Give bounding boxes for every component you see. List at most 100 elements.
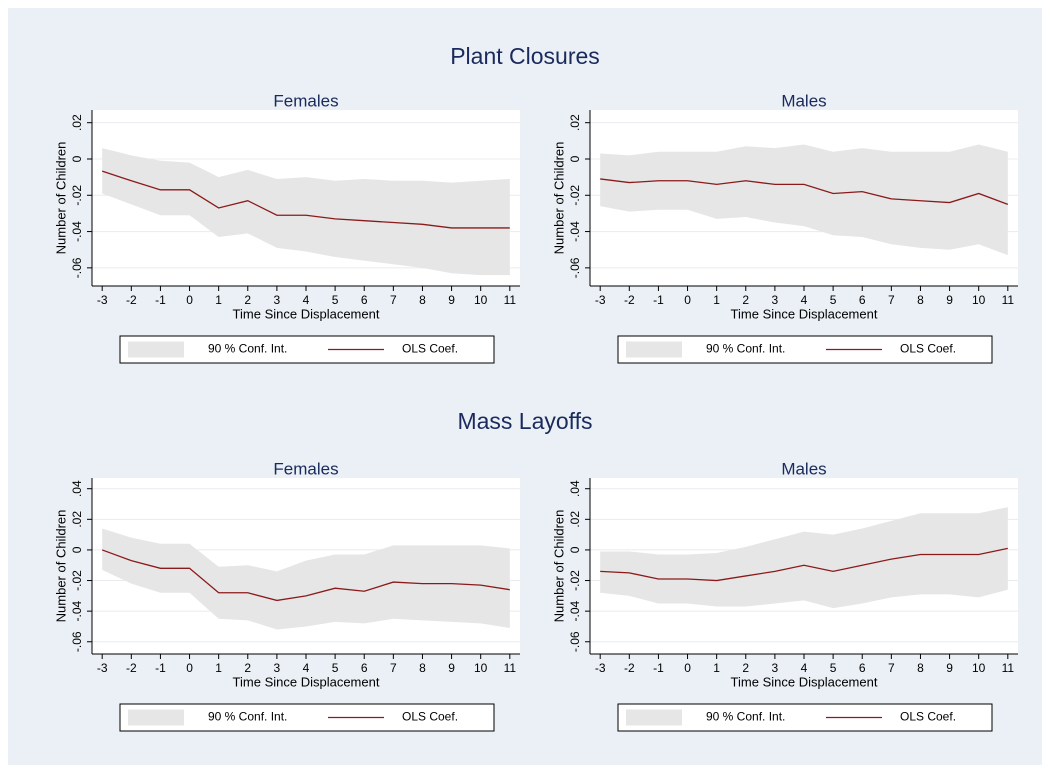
x-tick-label: 8 [917, 293, 924, 307]
legend-swatch [626, 709, 682, 726]
panel-title: Females [273, 91, 338, 110]
legend-label: 90 % Conf. Int. [706, 342, 785, 356]
x-tick-label: -3 [595, 661, 606, 675]
y-tick-label: .04 [70, 480, 84, 497]
y-tick-label: .02 [568, 511, 582, 528]
x-tick-label: 7 [888, 293, 895, 307]
legend-label: 90 % Conf. Int. [208, 342, 287, 356]
x-tick-label: 9 [946, 293, 953, 307]
y-tick-label: -.02 [568, 185, 582, 206]
panel-title: Males [781, 91, 826, 110]
x-tick-label: 3 [772, 293, 779, 307]
y-axis-label: Number of Children [551, 510, 566, 623]
x-tick-label: 4 [801, 293, 808, 307]
coef-line [600, 178, 1009, 205]
coef-line [600, 547, 1008, 582]
y-tick-label: -.04 [568, 221, 582, 242]
x-tick-label: -2 [126, 661, 137, 675]
section-title: Plant Closures [450, 43, 600, 69]
x-tick-label: -2 [624, 293, 635, 307]
confidence-band [600, 507, 1008, 609]
x-tick-label: 6 [859, 293, 866, 307]
x-axis-label: Time Since Displacement [731, 306, 878, 321]
y-tick-label: -.06 [70, 257, 84, 278]
legend-swatch [128, 341, 184, 358]
x-tick-label: 1 [713, 661, 720, 675]
y-tick-label: -.02 [70, 570, 84, 591]
x-axis-label: Time Since Displacement [731, 674, 878, 689]
legend-label: OLS Coef. [402, 710, 458, 724]
y-axis-label: Number of Children [53, 510, 68, 623]
y-tick-label: .02 [70, 114, 84, 131]
x-tick-label: 10 [474, 293, 488, 307]
x-tick-label: 5 [830, 661, 837, 675]
x-tick-label: -3 [97, 293, 108, 307]
x-tick-label: 2 [244, 661, 251, 675]
coef-line [101, 549, 510, 602]
x-tick-label: 4 [303, 661, 310, 675]
x-tick-label: -1 [155, 661, 166, 675]
x-tick-label: -3 [97, 661, 108, 675]
x-tick-label: 7 [888, 661, 895, 675]
x-tick-label: -2 [126, 293, 137, 307]
x-tick-label: -2 [624, 661, 635, 675]
y-tick-label: .02 [70, 511, 84, 528]
panel-title: Females [273, 459, 338, 478]
y-tick-label: -.04 [70, 221, 84, 242]
section-title: Mass Layoffs [457, 408, 592, 434]
panel-title: Males [781, 459, 826, 478]
coef-line [101, 170, 510, 229]
x-tick-label: 5 [332, 293, 339, 307]
x-tick-label: 10 [474, 661, 488, 675]
x-tick-label: 3 [772, 661, 779, 675]
x-axis-label: Time Since Displacement [233, 306, 380, 321]
x-axis-label: Time Since Displacement [233, 674, 380, 689]
confidence-band [102, 528, 510, 630]
x-tick-label: 0 [684, 293, 691, 307]
x-tick-label: 3 [274, 661, 281, 675]
x-tick-label: 9 [448, 661, 455, 675]
legend-swatch [626, 341, 682, 358]
x-tick-label: -3 [595, 293, 606, 307]
x-tick-label: 10 [972, 661, 986, 675]
x-tick-label: 3 [274, 293, 281, 307]
y-tick-label: -.04 [70, 600, 84, 621]
x-tick-label: -1 [653, 293, 664, 307]
x-tick-label: 5 [830, 293, 837, 307]
x-tick-label: 0 [684, 661, 691, 675]
y-axis-label: Number of Children [53, 142, 68, 255]
y-tick-label: .02 [568, 114, 582, 131]
x-tick-label: 8 [917, 661, 924, 675]
y-tick-label: 0 [568, 155, 582, 162]
legend-swatch [128, 709, 184, 726]
x-tick-label: 10 [972, 293, 986, 307]
confidence-band [102, 148, 510, 276]
x-tick-label: 7 [390, 293, 397, 307]
x-tick-label: 11 [1002, 661, 1015, 675]
legend-label: 90 % Conf. Int. [208, 710, 287, 724]
y-tick-label: .04 [568, 480, 582, 497]
confidence-band [600, 144, 1008, 256]
x-tick-label: 6 [859, 661, 866, 675]
x-tick-label: 0 [186, 293, 193, 307]
x-tick-label: 1 [215, 661, 222, 675]
y-tick-label: 0 [70, 546, 84, 553]
x-tick-label: 5 [332, 661, 339, 675]
x-tick-label: 8 [419, 293, 426, 307]
x-tick-label: 11 [504, 293, 517, 307]
x-tick-label: -1 [155, 293, 166, 307]
x-tick-label: 11 [1002, 293, 1015, 307]
x-tick-label: 2 [742, 661, 749, 675]
y-tick-label: -.04 [568, 600, 582, 621]
x-tick-label: 2 [244, 293, 251, 307]
y-tick-label: 0 [70, 155, 84, 162]
y-tick-label: -.06 [568, 631, 582, 652]
y-axis-label: Number of Children [551, 142, 566, 255]
x-tick-label: 2 [742, 293, 749, 307]
x-tick-label: 9 [448, 293, 455, 307]
x-tick-label: -1 [653, 661, 664, 675]
y-tick-label: -.06 [70, 631, 84, 652]
x-tick-label: 9 [946, 661, 953, 675]
x-tick-label: 4 [801, 661, 808, 675]
